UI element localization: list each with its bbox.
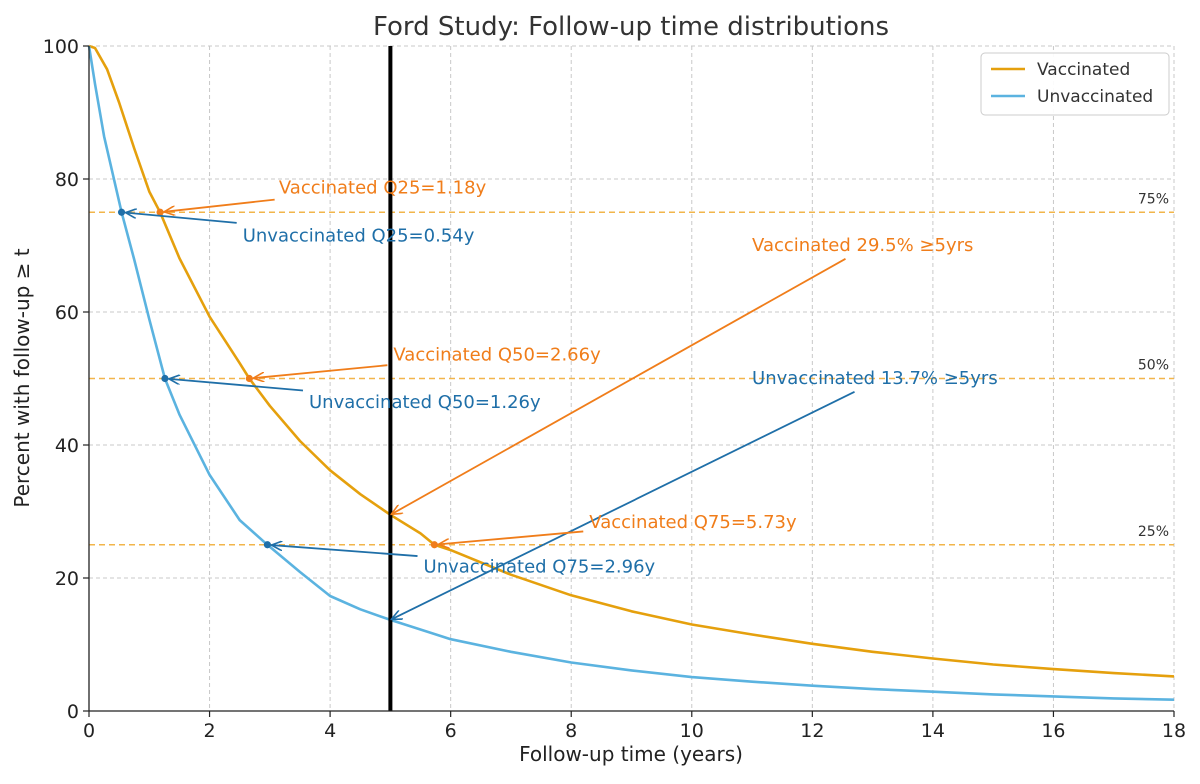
annotation-label: Unvaccinated 13.7% ≥5yrs bbox=[752, 368, 998, 389]
annotation-arrow bbox=[438, 530, 584, 544]
annotation-label: Vaccinated Q25=1.18y bbox=[279, 178, 487, 199]
annotation-label: Vaccinated 29.5% ≥5yrs bbox=[752, 235, 973, 256]
legend-box bbox=[980, 52, 1170, 116]
annotation-label: Unvaccinated Q75=2.96y bbox=[424, 557, 656, 578]
plot-area: 75% 50% 25% Vaccinated Q25=1.18y Unvaccinate… bbox=[43, 36, 1186, 742]
quantile-marker bbox=[156, 208, 164, 216]
annotation-label: Vaccinated Q50=2.66y bbox=[393, 345, 601, 366]
annotation-arrow bbox=[391, 390, 855, 620]
annotation-label: Vaccinated Q75=5.73y bbox=[589, 512, 797, 533]
x-tick-label: 12 bbox=[800, 720, 824, 742]
annotation-arrow bbox=[126, 213, 237, 224]
reference-line-label: 75% bbox=[1138, 191, 1169, 207]
annotation-arrow bbox=[271, 545, 418, 557]
y-tick-label: 40 bbox=[55, 435, 79, 457]
x-tick-label: 0 bbox=[83, 720, 95, 742]
annotation-label: Unvaccinated Q50=1.26y bbox=[309, 392, 541, 413]
x-tick-label: 10 bbox=[680, 720, 704, 742]
y-tick-label: 20 bbox=[55, 568, 79, 590]
reference-line-label: 25% bbox=[1138, 524, 1169, 540]
x-tick-label: 14 bbox=[921, 720, 945, 742]
annotation-arrow bbox=[164, 198, 275, 212]
quantile-marker bbox=[161, 374, 169, 383]
x-tick-label: 2 bbox=[204, 720, 216, 742]
annotation-arrow bbox=[253, 364, 388, 378]
series-line-unvaccinated bbox=[87, 45, 1175, 701]
x-tick-label: 18 bbox=[1162, 720, 1186, 742]
chart-title: Ford Study: Follow-up time distributions bbox=[373, 12, 889, 42]
quantile-marker bbox=[430, 541, 438, 549]
reference-line-label: 50% bbox=[1138, 358, 1169, 374]
quantile-marker bbox=[117, 208, 126, 216]
annotation-arrow bbox=[169, 379, 304, 392]
legend-label: Unvaccinated bbox=[1037, 87, 1153, 107]
y-tick-label: 60 bbox=[55, 302, 79, 324]
y-tick-label: 80 bbox=[55, 169, 79, 191]
x-tick-label: 6 bbox=[445, 720, 457, 742]
legend-label: Vaccinated bbox=[1037, 60, 1130, 80]
x-axis-label: Follow-up time (years) bbox=[519, 742, 743, 766]
annotation-arrow bbox=[391, 258, 846, 515]
y-tick-label: 100 bbox=[43, 36, 79, 58]
series-line-vaccinated bbox=[88, 44, 1175, 678]
quantile-marker bbox=[245, 374, 253, 383]
y-tick-label: 0 bbox=[67, 701, 79, 723]
x-tick-label: 8 bbox=[565, 720, 577, 742]
quantile-marker bbox=[263, 541, 272, 549]
y-axis-label: Percent with follow-up ≥ t bbox=[10, 248, 34, 507]
x-tick-label: 16 bbox=[1041, 720, 1065, 742]
annotation-label: Unvaccinated Q25=0.54y bbox=[243, 226, 475, 247]
x-tick-label: 4 bbox=[324, 720, 336, 742]
